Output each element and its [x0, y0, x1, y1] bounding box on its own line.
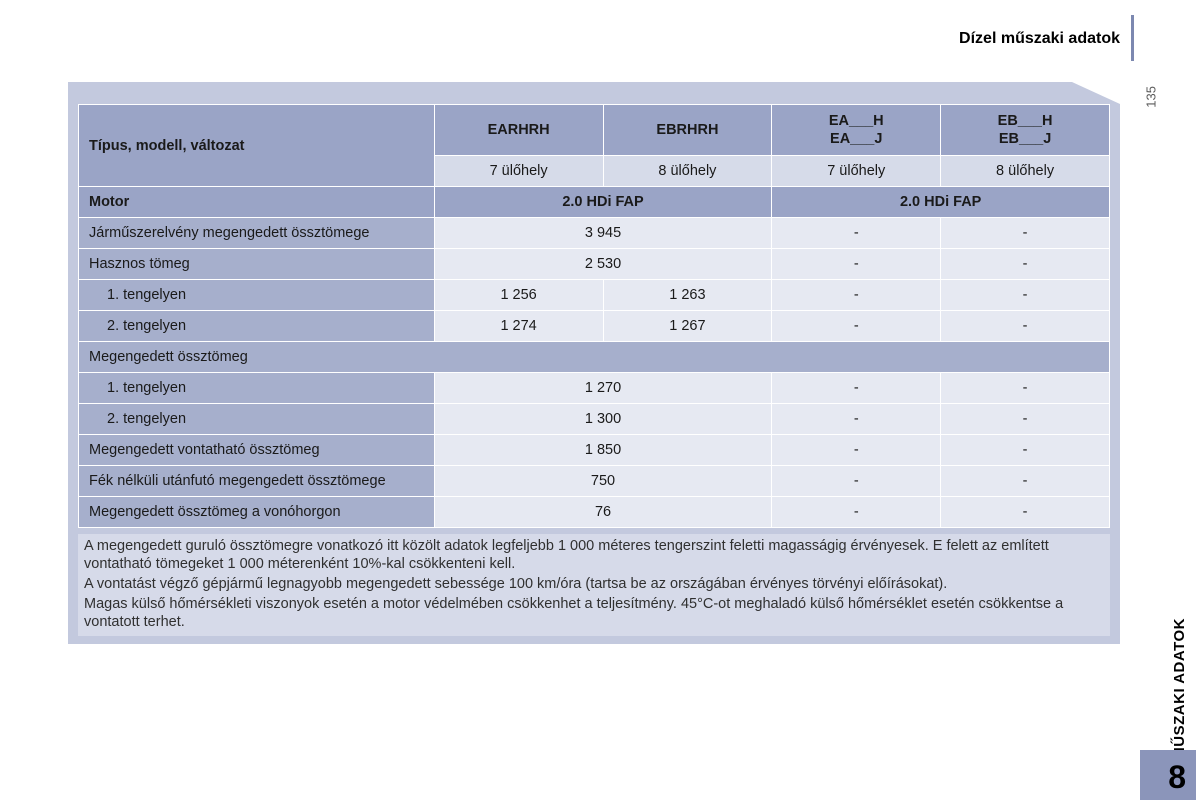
- page-number: 135: [1144, 86, 1159, 108]
- row-payload-v12: 2 530: [434, 249, 772, 280]
- row-axle2b-v12: 1 300: [434, 404, 772, 435]
- row-tow-braked-v4: -: [941, 435, 1110, 466]
- row-hook-load-v4: -: [941, 497, 1110, 528]
- spec-table-panel: Típus, modell, változat EARHRH EBRHRH EA…: [68, 82, 1120, 644]
- row-gross-mass-section: Megengedett össztömeg: [79, 342, 1110, 373]
- row-axle2a-v1: 1 274: [434, 311, 603, 342]
- variant-3-seats: 8 ülőhely: [941, 156, 1110, 187]
- row-axle1a-label: 1. tengelyen: [79, 280, 435, 311]
- row-tow-unbraked-v4: -: [941, 466, 1110, 497]
- row-tow-braked-v3: -: [772, 435, 941, 466]
- row-tow-unbraked-v12: 750: [434, 466, 772, 497]
- motor-left: 2.0 HDi FAP: [434, 187, 772, 218]
- row-axle2a-label: 2. tengelyen: [79, 311, 435, 342]
- side-tab-label: MŰSZAKI ADATOK: [1171, 618, 1188, 760]
- row-hook-load-v3: -: [772, 497, 941, 528]
- variant-0-seats: 7 ülőhely: [434, 156, 603, 187]
- variant-2-seats: 7 ülőhely: [772, 156, 941, 187]
- row-hook-load-label: Megengedett össztömeg a vonóhorgon: [79, 497, 435, 528]
- variant-1-code: EBRHRH: [603, 105, 772, 156]
- side-tab-number: 8: [1168, 759, 1186, 796]
- spec-table: Típus, modell, változat EARHRH EBRHRH EA…: [78, 104, 1110, 528]
- row-axle1b-label: 1. tengelyen: [79, 373, 435, 404]
- variant-1-seats: 8 ülőhely: [603, 156, 772, 187]
- row-payload-v4: -: [941, 249, 1110, 280]
- row-train-mass-v12: 3 945: [434, 218, 772, 249]
- motor-right: 2.0 HDi FAP: [772, 187, 1110, 218]
- note-1: A vontatást végző gépjármű legnagyobb me…: [84, 576, 1104, 593]
- row-axle2b-v3: -: [772, 404, 941, 435]
- row-axle1b-v3: -: [772, 373, 941, 404]
- row-train-mass-v3: -: [772, 218, 941, 249]
- row-tow-braked-v12: 1 850: [434, 435, 772, 466]
- note-2: Magas külső hőmérsékleti viszonyok eseté…: [84, 596, 1104, 631]
- variant-2-code: EA___HEA___J: [772, 105, 941, 156]
- motor-label: Motor: [79, 187, 435, 218]
- row-axle1b-v12: 1 270: [434, 373, 772, 404]
- header-label: Típus, modell, változat: [79, 105, 435, 187]
- row-payload-v3: -: [772, 249, 941, 280]
- row-axle1b-v4: -: [941, 373, 1110, 404]
- variant-3-code: EB___HEB___J: [941, 105, 1110, 156]
- variant-0-code: EARHRH: [434, 105, 603, 156]
- page-title: Dízel műszaki adatok: [959, 30, 1120, 48]
- notes-block: A megengedett guruló össztömegre vonatko…: [78, 534, 1110, 636]
- row-train-mass-v4: -: [941, 218, 1110, 249]
- row-tow-braked-label: Megengedett vontatható össztömeg: [79, 435, 435, 466]
- row-hook-load-v12: 76: [434, 497, 772, 528]
- title-divider: [1131, 15, 1134, 61]
- note-0: A megengedett guruló össztömegre vonatko…: [84, 538, 1104, 573]
- row-axle2b-v4: -: [941, 404, 1110, 435]
- row-tow-unbraked-v3: -: [772, 466, 941, 497]
- row-axle2a-v3: -: [772, 311, 941, 342]
- row-axle1a-v2: 1 263: [603, 280, 772, 311]
- row-axle1a-v4: -: [941, 280, 1110, 311]
- row-axle2a-v4: -: [941, 311, 1110, 342]
- row-axle1a-v1: 1 256: [434, 280, 603, 311]
- row-tow-unbraked-label: Fék nélküli utánfutó megengedett össztöm…: [79, 466, 435, 497]
- row-axle2b-label: 2. tengelyen: [79, 404, 435, 435]
- row-axle1a-v3: -: [772, 280, 941, 311]
- row-axle2a-v2: 1 267: [603, 311, 772, 342]
- row-payload-label: Hasznos tömeg: [79, 249, 435, 280]
- row-train-mass-label: Járműszerelvény megengedett össztömege: [79, 218, 435, 249]
